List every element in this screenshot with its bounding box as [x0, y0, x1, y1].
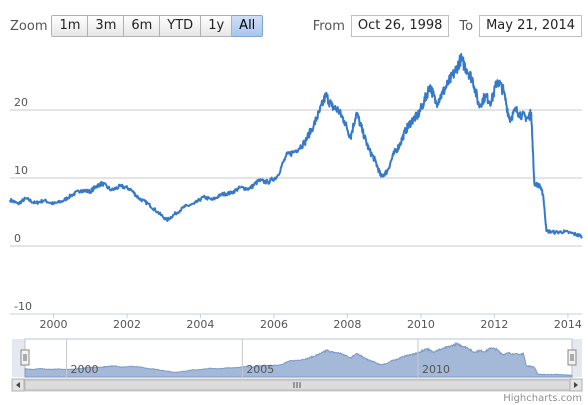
scrollbar-left-arrow[interactable]	[11, 378, 25, 392]
navigator-x-label: 2000	[71, 363, 99, 376]
range-selector-buttons: Zoom 1m 3m 6m YTD 1y All	[10, 14, 264, 38]
x-tick-label: 2000	[39, 318, 67, 331]
y-tick-label: 10	[14, 164, 28, 177]
navigator-grid	[66, 339, 419, 377]
highcharts-credit[interactable]: Highcharts.com	[503, 393, 582, 404]
navigator[interactable]: 2000 2005 2010	[12, 338, 582, 378]
navigator-mask-right	[572, 339, 582, 377]
y-tick-label: 20	[14, 96, 28, 109]
x-tick-label: 2010	[407, 318, 435, 331]
to-date-input[interactable]: May 21, 2014	[479, 15, 582, 37]
zoom-1m-button[interactable]: 1m	[51, 15, 89, 37]
x-tick-label: 2002	[113, 318, 141, 331]
x-tick-label: 2004	[186, 318, 214, 331]
x-tick-label: 2014	[554, 318, 582, 331]
x-tick-label: 2008	[333, 318, 361, 331]
zoom-1y-button[interactable]: 1y	[201, 15, 233, 37]
zoom-ytd-button[interactable]: YTD	[160, 15, 202, 37]
navigator-series-area	[24, 341, 573, 378]
y-tick-label: 0	[14, 232, 21, 245]
scrollbar-thumb[interactable]	[24, 379, 573, 391]
price-series-line	[9, 53, 583, 239]
from-date-input[interactable]: Oct 26, 1998	[350, 15, 450, 37]
y-grid-lines	[10, 109, 582, 315]
scrollbar-right-arrow[interactable]	[569, 378, 583, 392]
range-selector-inputs: From Oct 26, 1998 To May 21, 2014	[303, 14, 582, 38]
zoom-all-button[interactable]: All	[232, 15, 264, 37]
zoom-6m-button[interactable]: 6m	[124, 15, 161, 37]
zoom-3m-button[interactable]: 3m	[88, 15, 125, 37]
navigator-x-labels: 2000 2005 2010	[71, 363, 450, 376]
x-axis-labels: 2000 2002 2004 2006 2008 2010 2012 2014	[39, 314, 582, 331]
navigator-mask-left	[12, 339, 25, 377]
x-tick-label: 2012	[480, 318, 508, 331]
x-tick-label: 2006	[260, 318, 288, 331]
scrollbar[interactable]	[11, 378, 583, 392]
navigator-handle-right[interactable]	[567, 349, 577, 366]
y-axis-labels: -10 0 10 20	[14, 96, 32, 313]
navigator-x-label: 2010	[422, 363, 450, 376]
to-label: To	[459, 18, 474, 34]
zoom-label: Zoom	[10, 18, 48, 34]
navigator-handle-left[interactable]	[20, 349, 30, 366]
from-label: From	[312, 18, 345, 34]
navigator-x-label: 2005	[246, 363, 274, 376]
y-tick-label: -10	[14, 300, 32, 313]
